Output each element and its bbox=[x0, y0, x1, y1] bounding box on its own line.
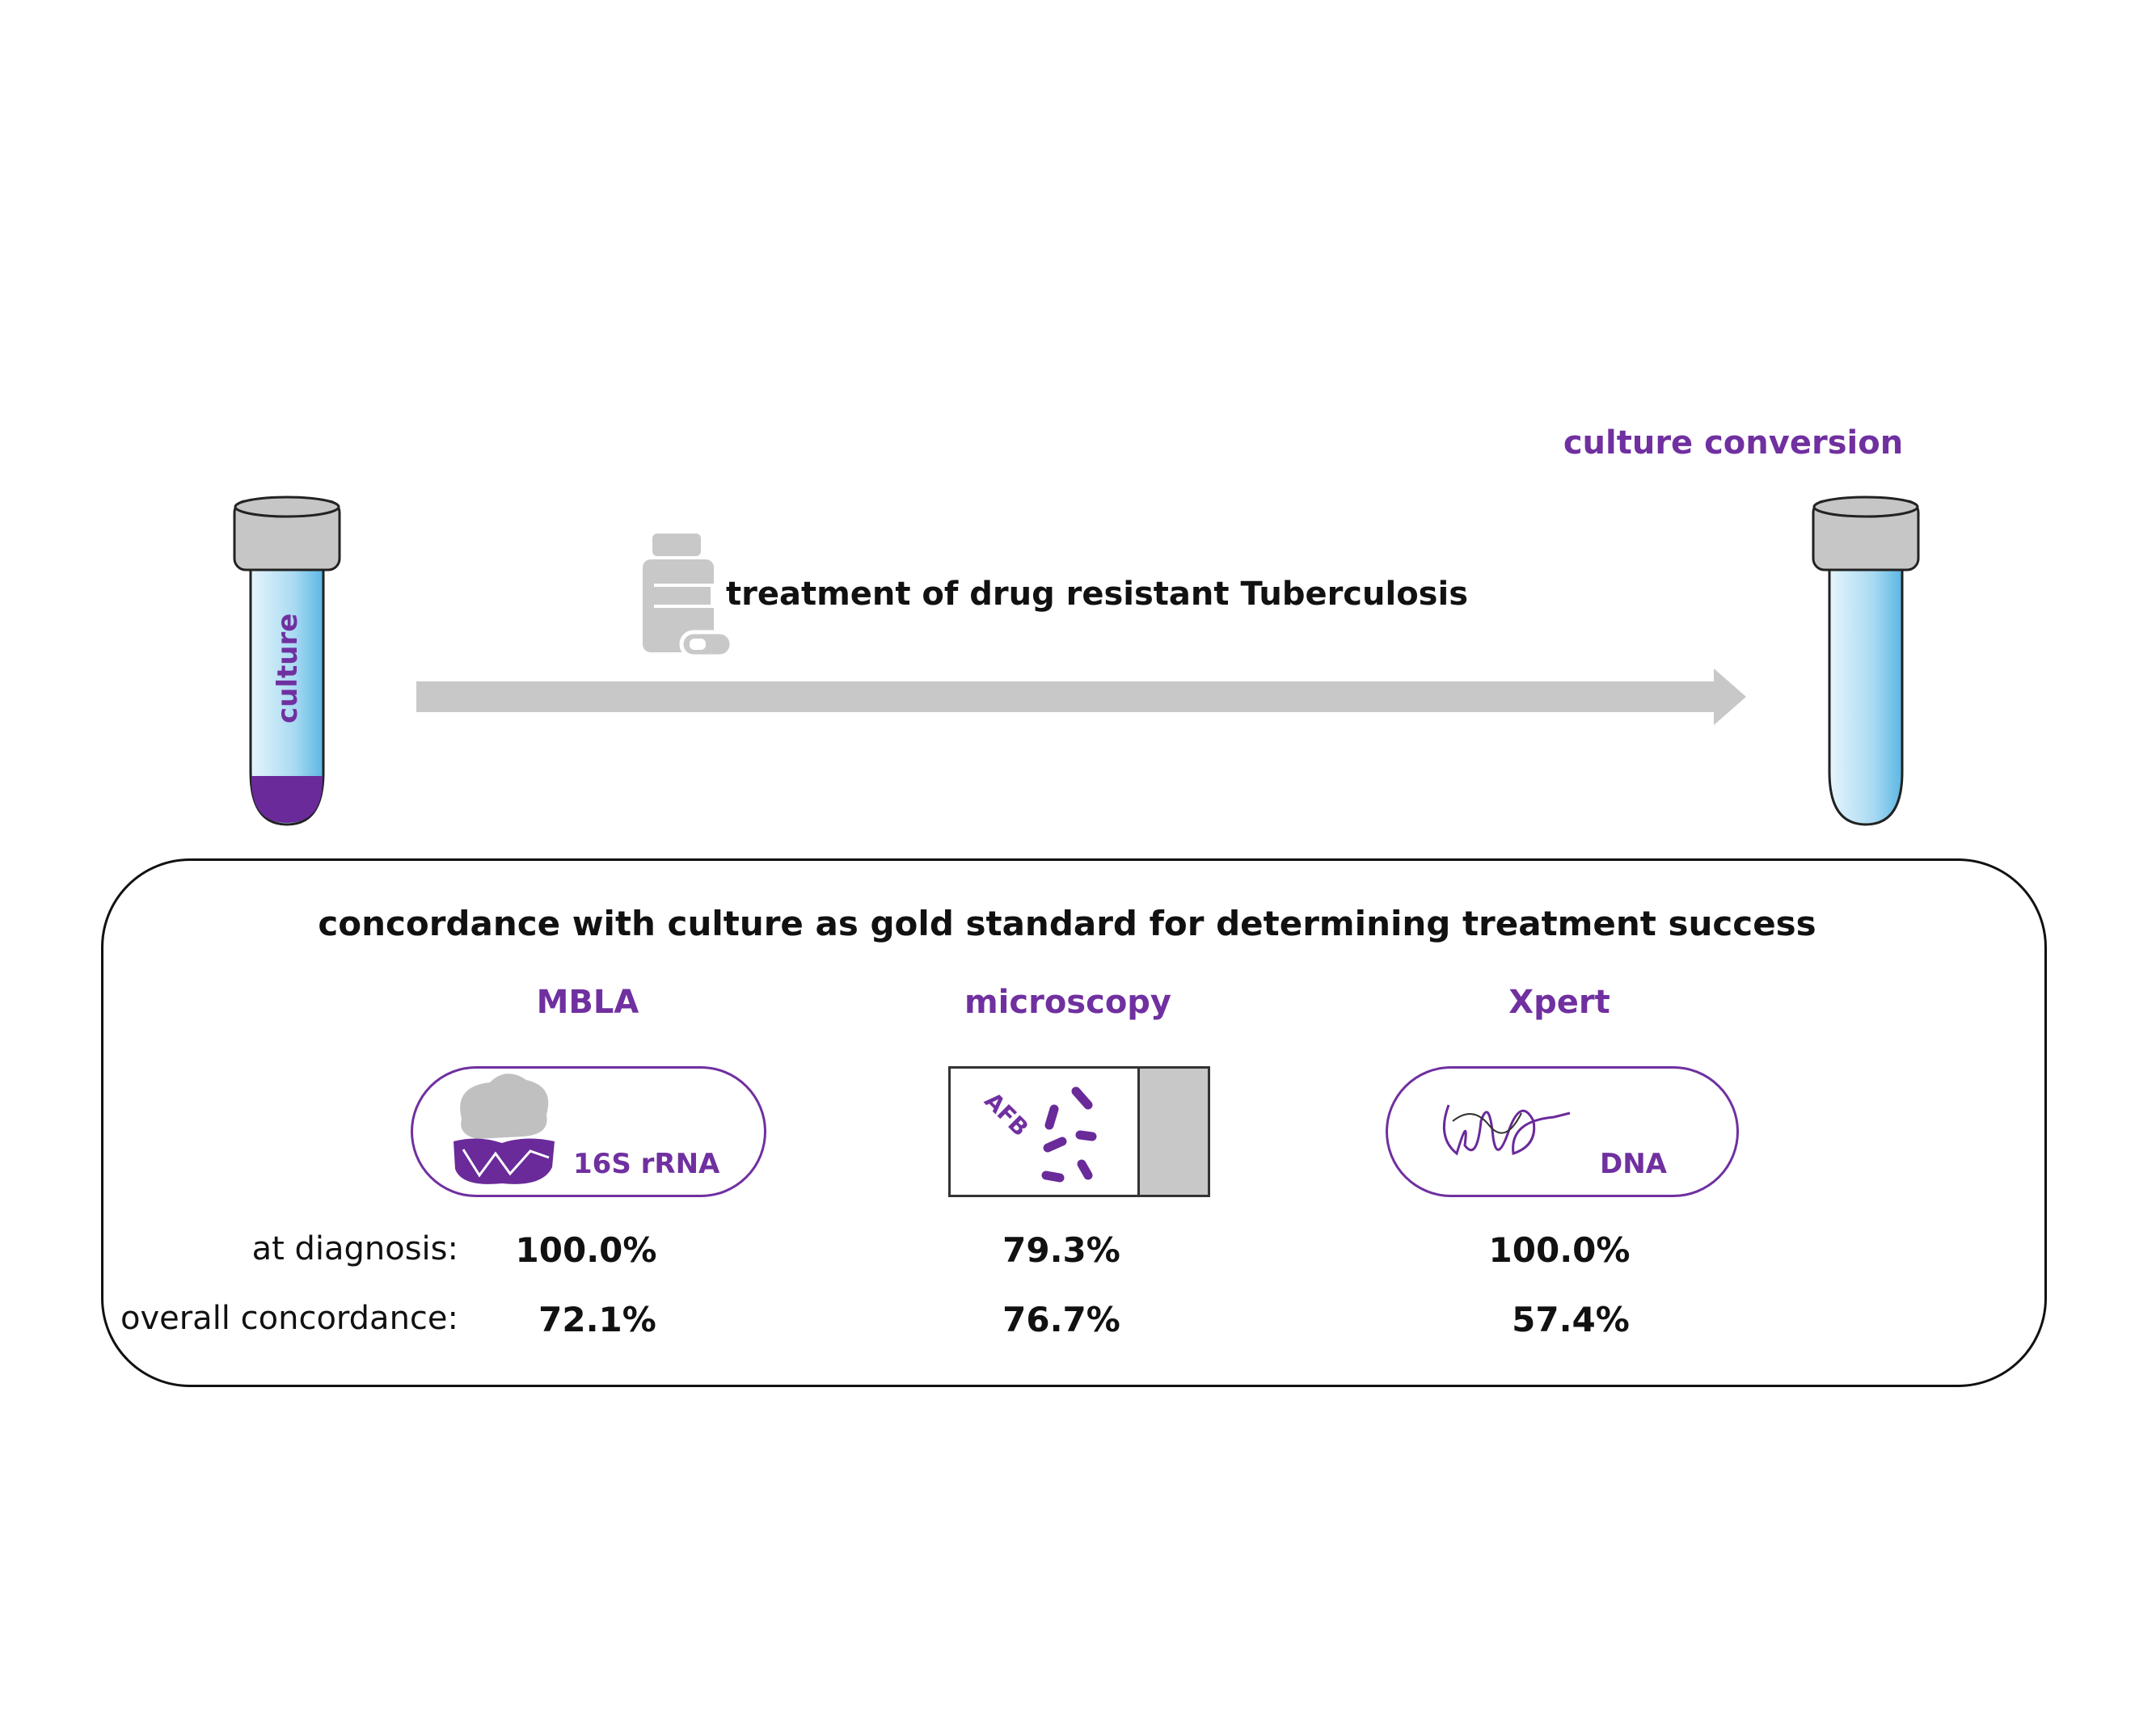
treatment-label: treatment of drug resistant Tuberculosis bbox=[726, 576, 1469, 613]
dna-strand-icon bbox=[1442, 1104, 1571, 1156]
mbla-capsule: 16S rRNA bbox=[411, 1066, 766, 1197]
tube-label: culture bbox=[272, 614, 304, 723]
mbla-target-label: 16S rRNA bbox=[573, 1148, 720, 1180]
panel-title: concordance with culture as gold standar… bbox=[318, 904, 1816, 943]
xpert-overall-value: 57.4% bbox=[1512, 1300, 1630, 1339]
culture-tube-icon: culture bbox=[233, 496, 341, 826]
microscopy-overall-value: 76.7% bbox=[1002, 1300, 1120, 1339]
row-label-overall: overall concordance: bbox=[120, 1300, 458, 1337]
xpert-target-label: DNA bbox=[1600, 1148, 1667, 1180]
mbla-overall-value: 72.1% bbox=[538, 1300, 656, 1339]
bacilli-icon bbox=[1041, 1086, 1097, 1183]
method-xpert-label: Xpert bbox=[1508, 984, 1610, 1021]
xpert-capsule: DNA bbox=[1386, 1066, 1739, 1197]
concordance-panel bbox=[101, 858, 2047, 1387]
ribosome-icon bbox=[454, 1073, 555, 1184]
converted-culture-tube-icon bbox=[1812, 496, 1920, 826]
culture-conversion-label: culture conversion bbox=[1563, 424, 1904, 462]
method-microscopy-label: microscopy bbox=[964, 984, 1172, 1021]
row-label-at-diagnosis: at diagnosis: bbox=[251, 1230, 458, 1267]
microscopy-at-diagnosis-value: 79.3% bbox=[1002, 1230, 1120, 1270]
afb-label: AFB bbox=[979, 1086, 1034, 1142]
timeline-arrow bbox=[416, 668, 1746, 725]
medicine-bottle-icon bbox=[643, 534, 734, 659]
xpert-at-diagnosis-value: 100.0% bbox=[1488, 1230, 1631, 1270]
mbla-at-diagnosis-value: 100.0% bbox=[515, 1230, 657, 1270]
microscope-slide-icon: AFB bbox=[948, 1066, 1210, 1197]
method-mbla-label: MBLA bbox=[536, 984, 639, 1021]
